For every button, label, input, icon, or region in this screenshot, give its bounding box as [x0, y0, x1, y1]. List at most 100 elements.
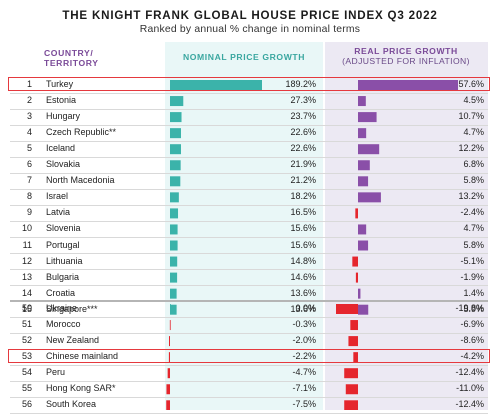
country-label: Lithuania [46, 255, 83, 266]
row-divider [10, 220, 488, 222]
rank-number: 14 [21, 287, 32, 298]
nominal-bar [166, 384, 170, 395]
nominal-bar [170, 304, 177, 315]
nominal-value-label: -7.1% [292, 383, 316, 394]
nominal-bar [170, 176, 181, 187]
country-label: Slovenia [46, 223, 81, 234]
real-value-label: 5.8% [463, 239, 484, 250]
nominal-bar [169, 320, 171, 331]
row-divider [10, 332, 488, 334]
country-label: North Macedonia [46, 175, 115, 186]
rank-number: 56 [21, 399, 32, 410]
nominal-bar [170, 208, 179, 219]
real-value-label: 57.6% [458, 79, 484, 89]
nominal-value-label: 22.6% [290, 143, 316, 154]
rank-number: 51 [21, 319, 32, 330]
real-header-subtitle: (ADJUSTED FOR INFLATION) [342, 56, 470, 66]
country-label: Slovakia [46, 159, 81, 170]
nominal-bar [170, 288, 177, 299]
nominal-value-label: 13.6% [290, 303, 316, 314]
nominal-value-label: 0.0% [295, 303, 316, 313]
real-value-label: -4.2% [460, 351, 484, 362]
country-label: Chinese mainland [46, 351, 119, 362]
country-label: Croatia [46, 287, 76, 298]
country-label: Morocco [46, 319, 81, 330]
group-separator [10, 300, 488, 302]
country-label: Portugal [46, 239, 80, 250]
rank-number: 2 [26, 95, 32, 106]
nominal-value-label: 13.6% [290, 287, 316, 298]
country-label: Israel [46, 191, 69, 202]
nominal-bar [170, 160, 181, 171]
rank-number: 55 [21, 383, 32, 394]
rank-number: 7 [26, 175, 32, 186]
country-header-line-2: TERRITORY [44, 58, 99, 68]
real-bar [358, 112, 377, 123]
row-divider [10, 285, 488, 287]
nominal-bar [170, 240, 178, 251]
real-value-label: 10.7% [458, 111, 484, 122]
real-bar [344, 368, 358, 379]
nominal-value-label: -2.0% [292, 335, 316, 346]
row-divider [10, 124, 488, 126]
nominal-bar [170, 272, 178, 283]
rank-number: 4 [26, 127, 32, 138]
country-label: Turkey [46, 79, 74, 89]
nominal-bar [170, 192, 179, 203]
nominal-bar [170, 224, 178, 235]
nominal-bar [170, 128, 181, 139]
chart-title: THE KNIGHT FRANK GLOBAL HOUSE PRICE INDE… [62, 9, 438, 22]
real-bar [355, 208, 358, 219]
real-value-label: 4.7% [463, 223, 484, 234]
nominal-value-label: -7.5% [292, 399, 316, 410]
rank-number: 8 [26, 191, 32, 202]
real-value-label: -1.9% [460, 271, 484, 282]
country-label: Singapore*** [46, 303, 98, 314]
real-bar [358, 304, 369, 315]
rank-number: 5 [26, 143, 32, 154]
rank-number: 9 [26, 207, 32, 218]
rank-number: 3 [26, 111, 32, 122]
real-bar [358, 144, 380, 155]
rank-number: 10 [21, 223, 32, 234]
real-bar [358, 240, 369, 251]
row-divider [10, 316, 488, 318]
real-value-label: 4.5% [463, 95, 484, 106]
nominal-value-label: 22.6% [290, 127, 316, 138]
rank-number: 6 [26, 159, 32, 170]
rank-number: 53 [21, 351, 32, 362]
real-bar [344, 400, 358, 410]
real-value-label: -2.4% [460, 207, 484, 218]
nominal-bar [168, 352, 170, 363]
country-label: Latvia [46, 207, 71, 218]
nominal-value-label: -2.2% [292, 351, 316, 362]
country-label: Hungary [46, 111, 81, 122]
chart-subtitle: Ranked by annual % change in nominal ter… [139, 24, 361, 35]
real-bar [358, 80, 458, 90]
rank-number: 15 [21, 303, 32, 314]
row-divider [10, 204, 488, 206]
nominal-value-label: -4.7% [292, 367, 316, 378]
rank-number: 13 [21, 271, 32, 282]
row-divider [10, 92, 488, 94]
row-divider [10, 380, 488, 382]
nominal-value-label: 189.2% [285, 79, 316, 89]
country-column-header: COUNTRY/ TERRITORY [44, 48, 99, 68]
real-bar [352, 256, 358, 267]
nominal-bar [170, 256, 178, 267]
nominal-value-label: 14.8% [290, 255, 316, 266]
row-divider [10, 364, 488, 366]
nominal-value-label: 16.5% [290, 207, 316, 218]
nominal-value-label: 14.6% [290, 271, 316, 282]
real-bar [358, 96, 366, 107]
real-value-label: 4.7% [463, 127, 484, 138]
row-divider [10, 253, 488, 255]
row-divider [10, 108, 488, 110]
country-label: Bulgaria [46, 271, 80, 282]
row-divider [10, 172, 488, 174]
country-label: New Zealand [46, 335, 100, 346]
rank-number: 1 [26, 79, 32, 89]
nominal-column-header: NOMINAL PRICE GROWTH [182, 52, 306, 62]
real-column-header: REAL PRICE GROWTH (ADJUSTED FOR INFLATIO… [326, 46, 486, 66]
